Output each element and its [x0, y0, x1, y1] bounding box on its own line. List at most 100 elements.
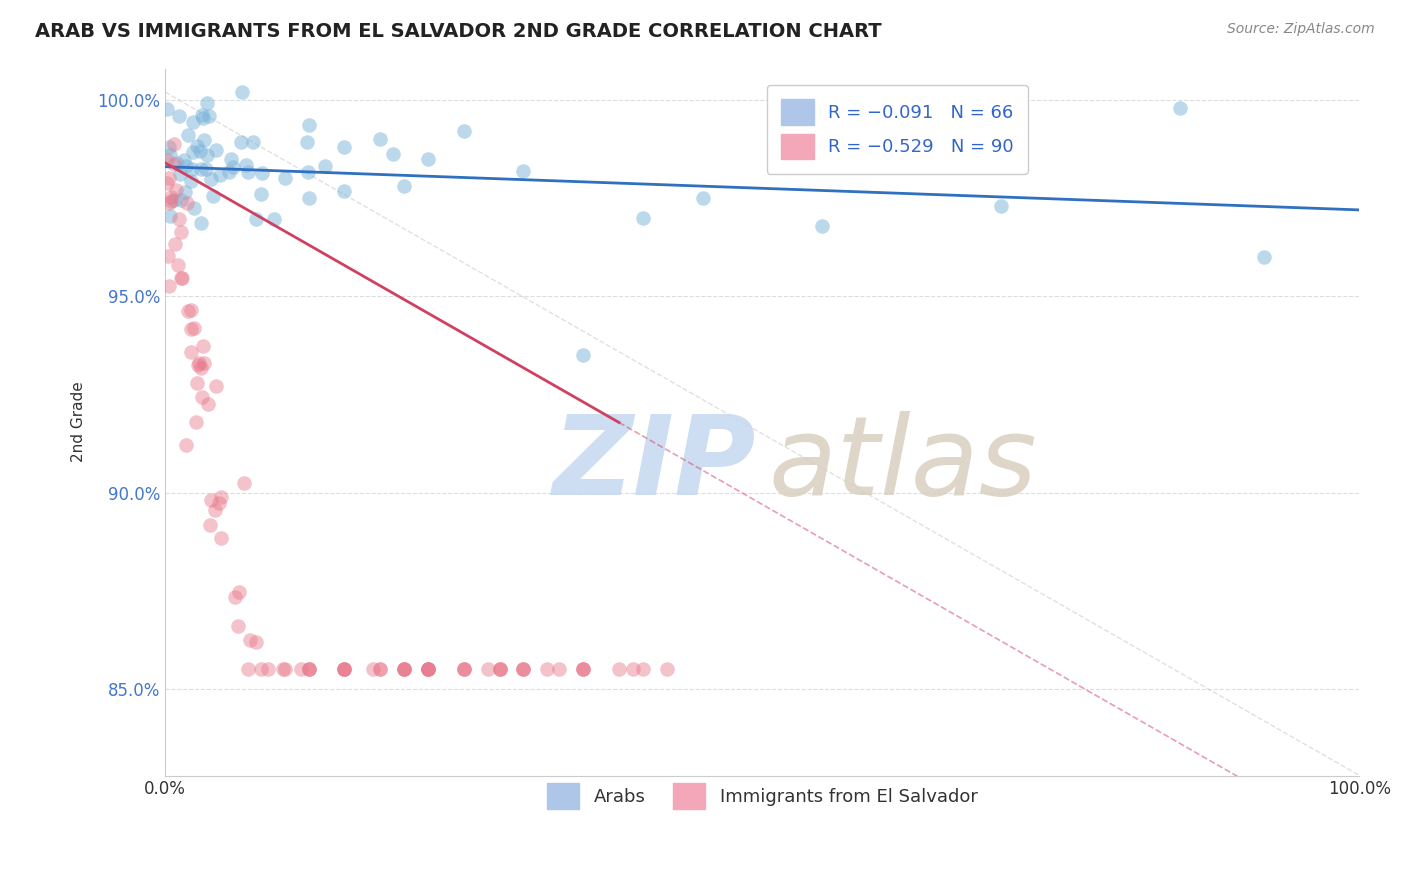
Point: [572, 663, 595, 677]
Point: [631, 211, 654, 225]
Point: [157, 279, 180, 293]
Point: [488, 663, 510, 677]
Point: [167, 258, 190, 272]
Point: [453, 124, 475, 138]
Point: [236, 663, 259, 677]
Point: [229, 135, 252, 149]
Point: [167, 109, 190, 123]
Point: [249, 187, 271, 202]
Point: [173, 185, 195, 199]
Point: [368, 663, 391, 677]
Point: [263, 211, 285, 226]
Point: [180, 344, 202, 359]
Point: [245, 635, 267, 649]
Point: [174, 159, 197, 173]
Point: [160, 190, 183, 204]
Point: [224, 590, 246, 604]
Point: [236, 164, 259, 178]
Point: [174, 437, 197, 451]
Point: [209, 490, 232, 504]
Point: [163, 193, 186, 207]
Point: [170, 194, 193, 208]
Point: [186, 376, 208, 391]
Point: [181, 145, 204, 160]
Point: [333, 663, 356, 677]
Point: [333, 184, 356, 198]
Point: [1253, 250, 1275, 264]
Point: [191, 339, 214, 353]
Point: [453, 663, 475, 677]
Point: [256, 663, 278, 677]
Point: [572, 663, 595, 677]
Point: [163, 137, 186, 152]
Point: [166, 156, 188, 170]
Point: [548, 663, 571, 677]
Point: [631, 663, 654, 677]
Point: [198, 517, 221, 532]
Point: [156, 153, 179, 168]
Point: [655, 663, 678, 677]
Point: [200, 493, 222, 508]
Point: [157, 196, 180, 211]
Point: [195, 148, 218, 162]
Point: [418, 663, 440, 677]
Point: [572, 663, 595, 677]
Point: [453, 663, 475, 677]
Point: [271, 663, 294, 677]
Point: [512, 663, 534, 677]
Point: [183, 201, 205, 215]
Point: [165, 236, 187, 251]
Point: [191, 390, 214, 404]
Point: [190, 161, 212, 176]
Point: [392, 179, 415, 194]
Point: [297, 191, 319, 205]
Point: [181, 115, 204, 129]
Point: [165, 182, 187, 196]
Legend: Arabs, Immigrants from El Salvador: Arabs, Immigrants from El Salvador: [540, 776, 986, 816]
Point: [162, 156, 184, 170]
Point: [180, 174, 202, 188]
Point: [273, 663, 295, 677]
Point: [156, 103, 179, 117]
Point: [197, 397, 219, 411]
Point: [191, 111, 214, 125]
Point: [177, 303, 200, 318]
Text: ARAB VS IMMIGRANTS FROM EL SALVADOR 2ND GRADE CORRELATION CHART: ARAB VS IMMIGRANTS FROM EL SALVADOR 2ND …: [35, 22, 882, 41]
Point: [297, 165, 319, 179]
Point: [177, 128, 200, 142]
Point: [172, 270, 194, 285]
Point: [198, 109, 221, 123]
Point: [392, 663, 415, 677]
Point: [536, 663, 558, 677]
Point: [173, 153, 195, 167]
Point: [209, 531, 232, 545]
Point: [187, 356, 209, 370]
Point: [176, 196, 198, 211]
Point: [157, 170, 180, 185]
Point: [416, 663, 439, 677]
Point: [190, 216, 212, 230]
Point: [160, 194, 183, 209]
Text: atlas: atlas: [768, 411, 1038, 518]
Point: [273, 171, 295, 186]
Point: [368, 132, 391, 146]
Point: [187, 358, 209, 372]
Point: [231, 85, 253, 99]
Point: [333, 663, 356, 677]
Point: [392, 663, 415, 677]
Point: [1170, 101, 1192, 115]
Point: [208, 496, 231, 510]
Point: [193, 356, 215, 370]
Point: [193, 133, 215, 147]
Point: [156, 176, 179, 190]
Point: [392, 663, 415, 677]
Point: [232, 476, 254, 491]
Point: [159, 210, 181, 224]
Point: [159, 148, 181, 162]
Point: [333, 663, 356, 677]
Point: [169, 211, 191, 226]
Point: [218, 165, 240, 179]
Point: [811, 219, 834, 233]
Point: [488, 663, 510, 677]
Point: [183, 321, 205, 335]
